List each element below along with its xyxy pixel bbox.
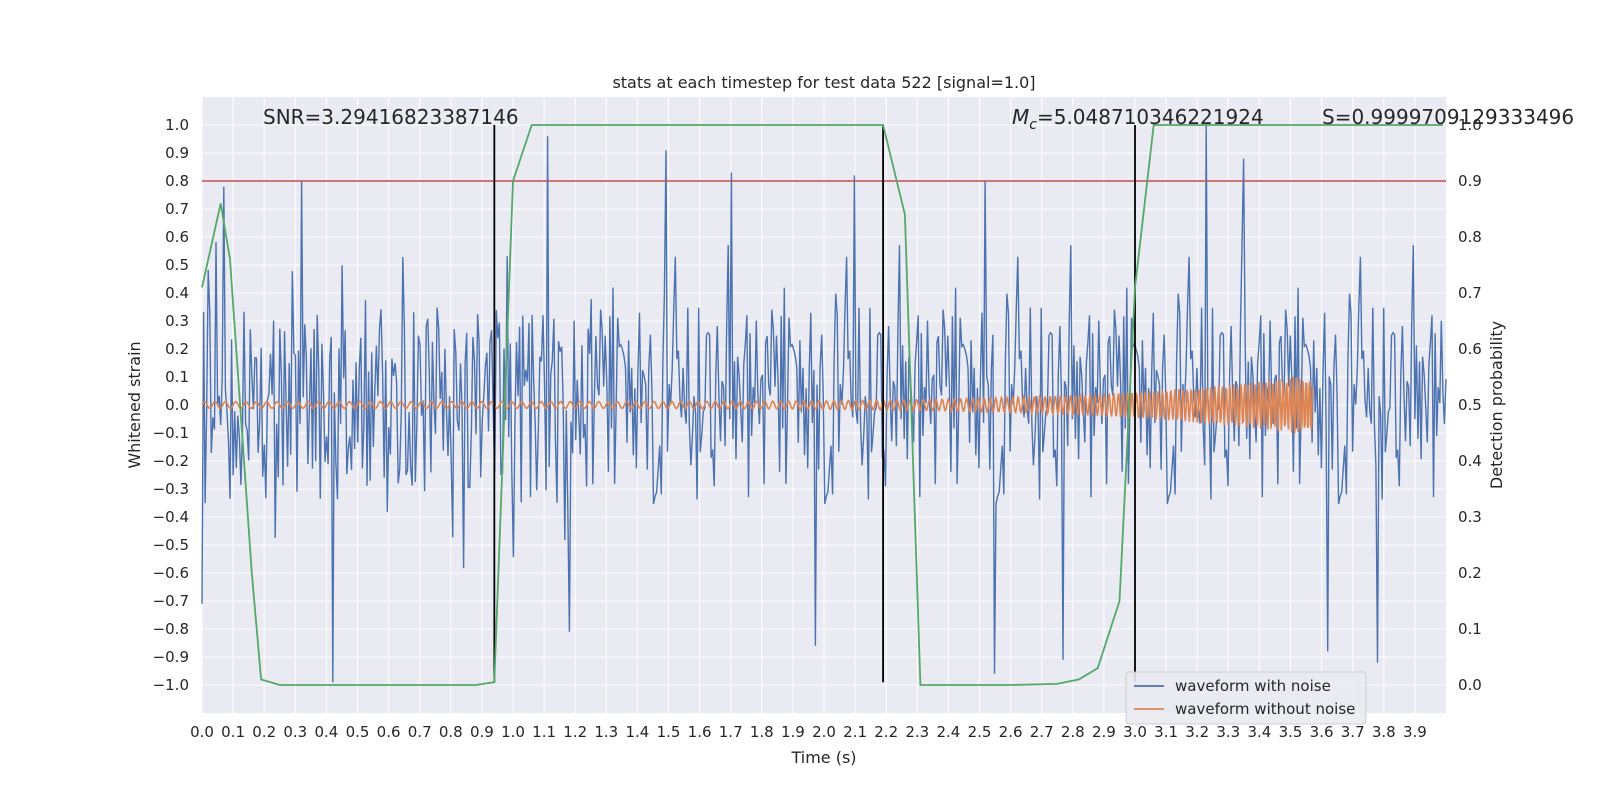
x-tick-label: 0.3 — [283, 723, 307, 741]
x-tick-label: 3.1 — [1154, 723, 1178, 741]
y-right-tick-label: 0.5 — [1458, 396, 1482, 414]
x-tick-label: 3.0 — [1123, 723, 1147, 741]
y-tick-label: 0.6 — [165, 228, 189, 246]
y-right-tick-label: 0.7 — [1458, 284, 1482, 302]
mc-subscript: c — [1029, 117, 1037, 133]
x-tick-label: 2.4 — [936, 723, 960, 741]
y-right-tick-label: 0.9 — [1458, 172, 1482, 190]
legend-box — [1125, 671, 1367, 725]
x-tick-label: 1.6 — [688, 723, 712, 741]
y-tick-label: −0.9 — [153, 648, 189, 666]
grid-layer — [201, 97, 1446, 713]
overlay-layer — [201, 124, 1446, 686]
series-line-probability — [201, 124, 1443, 686]
x-tick-label: 1.5 — [657, 723, 681, 741]
x-tick-label: 0.1 — [221, 723, 245, 741]
x-tick-label: 3.3 — [1216, 723, 1240, 741]
y-tick-label: 1.0 — [165, 116, 189, 134]
y-tick-label: 0.1 — [165, 368, 189, 386]
y-right-axis-label: Detection probability — [1487, 321, 1506, 489]
y-axis-label: Whitened strain — [125, 341, 144, 468]
x-tick-label: 2.3 — [905, 723, 929, 741]
x-tick-label: 0.6 — [377, 723, 401, 741]
y-tick-label: −0.1 — [153, 424, 189, 442]
x-tick-label: 1.9 — [781, 723, 805, 741]
legend-label-noise: waveform with noise — [1175, 677, 1331, 695]
chart-title: stats at each timestep for test data 522… — [612, 73, 1035, 92]
x-tick-label: 0.9 — [470, 723, 494, 741]
x-axis-label: Time (s) — [790, 748, 856, 767]
series-line-clean — [201, 376, 1314, 434]
y-right-tick-label: 0.0 — [1458, 676, 1482, 694]
y-tick-label: −0.6 — [153, 564, 189, 582]
series-line-noise — [201, 124, 1447, 683]
y-right-tick-label: 0.8 — [1458, 228, 1482, 246]
y-right-tick-label: 0.6 — [1458, 340, 1482, 358]
x-tick-label: 0.2 — [252, 723, 276, 741]
y-tick-label: 0.2 — [165, 340, 189, 358]
x-tick-label: 2.7 — [1030, 723, 1054, 741]
x-tick-label: 1.1 — [532, 723, 556, 741]
y-right-tick-label: 0.3 — [1458, 508, 1482, 526]
x-tick-label: 0.0 — [190, 723, 214, 741]
x-tick-label: 2.9 — [1092, 723, 1116, 741]
y-tick-label: −0.2 — [153, 452, 189, 470]
y-tick-label: −0.3 — [153, 480, 189, 498]
x-tick-label: 1.8 — [750, 723, 774, 741]
y-tick-label: 0.4 — [165, 284, 189, 302]
x-tick-label: 2.8 — [1061, 723, 1085, 741]
x-tick-label: 3.7 — [1341, 723, 1365, 741]
legend-label-clean: waveform without noise — [1175, 700, 1355, 718]
s-annotation: S=0.9999709129333496 — [1322, 105, 1574, 129]
y-tick-label: −0.7 — [153, 592, 189, 610]
x-tick-label: 3.6 — [1310, 723, 1334, 741]
x-tick-label: 2.1 — [843, 723, 867, 741]
x-tick-label: 1.7 — [719, 723, 743, 741]
x-tick-label: 1.4 — [625, 723, 649, 741]
mc-symbol: M — [1012, 105, 1029, 129]
x-tick-label: 3.5 — [1279, 723, 1303, 741]
y-right-tick-label: 0.1 — [1458, 620, 1482, 638]
legend: waveform with noise waveform without noi… — [1125, 671, 1367, 725]
x-tick-label: 2.6 — [999, 723, 1023, 741]
x-tick-label: 1.0 — [501, 723, 525, 741]
mc-value: =5.048710346221924 — [1037, 105, 1264, 129]
x-tick-label: 3.8 — [1372, 723, 1396, 741]
x-tick-label: 2.0 — [812, 723, 836, 741]
snr-annotation: SNR=3.29416823387146 — [263, 105, 519, 129]
y-tick-label: −0.8 — [153, 620, 189, 638]
y-tick-label: 0.8 — [165, 172, 189, 190]
x-tick-label: 0.7 — [408, 723, 432, 741]
y-tick-label: −0.4 — [153, 508, 189, 526]
mc-annotation: Mc=5.048710346221924 — [1012, 105, 1264, 133]
series-layer — [201, 124, 1447, 683]
x-tick-label: 3.4 — [1247, 723, 1271, 741]
y-tick-label: −1.0 — [153, 676, 189, 694]
x-tick-label: 3.2 — [1185, 723, 1209, 741]
x-tick-label: 2.2 — [874, 723, 898, 741]
y-tick-label: 0.9 — [165, 144, 189, 162]
y-tick-label: 0.3 — [165, 312, 189, 330]
x-tick-label: 1.2 — [563, 723, 587, 741]
x-tick-label: 2.5 — [968, 723, 992, 741]
x-tick-label: 1.3 — [594, 723, 618, 741]
x-tick-label: 3.9 — [1403, 723, 1427, 741]
y-right-tick-label: 1.0 — [1458, 116, 1482, 134]
x-tick-label: 0.4 — [314, 723, 338, 741]
y-tick-label: 0.0 — [165, 396, 189, 414]
y-tick-label: 0.5 — [165, 256, 189, 274]
y-tick-label: 0.7 — [165, 200, 189, 218]
x-tick-label: 0.5 — [346, 723, 370, 741]
y-right-tick-label: 0.4 — [1458, 452, 1482, 470]
x-tick-label: 0.8 — [439, 723, 463, 741]
y-tick-label: −0.5 — [153, 536, 189, 554]
y-right-tick-label: 0.2 — [1458, 564, 1482, 582]
tick-layer: 0.0 0.1 0.2 0.3 0.4 0.5 0.6 0.7 0.8 0.9 1.0 1.1 1.2 1… — [153, 116, 1482, 741]
